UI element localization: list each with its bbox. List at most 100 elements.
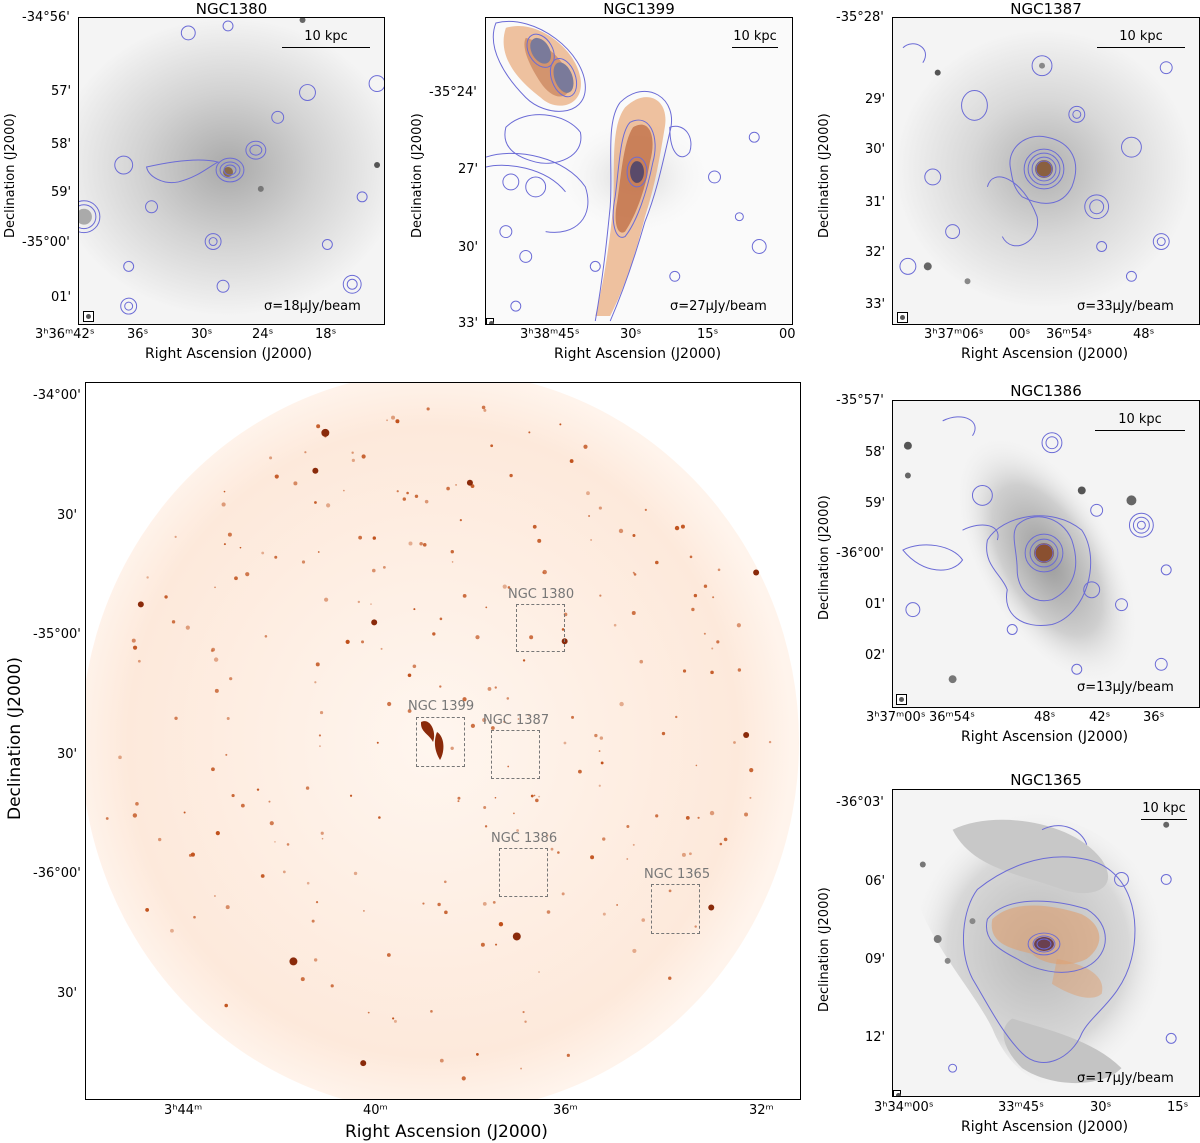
radio-source (641, 918, 646, 922)
radio-source (632, 843, 635, 846)
radio-source (371, 568, 376, 573)
radio-source (482, 717, 487, 723)
radio-source (563, 741, 567, 745)
radio-source (313, 958, 318, 962)
radio-source (594, 733, 598, 738)
radio-source (132, 645, 138, 650)
panel-title-ngc1399: NGC1399 (603, 0, 675, 18)
radio-source (602, 912, 606, 916)
radio-source (213, 657, 219, 662)
radio-source (661, 731, 666, 736)
radio-source (450, 746, 454, 750)
radio-source (685, 815, 690, 820)
radio-source (137, 659, 141, 663)
y-axis-label: Declination (J2000) (410, 113, 425, 238)
panel-title-ngc1365: NGC1365 (1010, 771, 1082, 789)
x-tick: 15ˢ (1167, 1100, 1189, 1115)
radio-source (529, 635, 534, 640)
y-tick: -35°57' (836, 393, 884, 408)
radio-source (316, 424, 321, 429)
radio-source (170, 928, 174, 933)
radio-source (619, 701, 624, 707)
radio-source (578, 769, 582, 774)
x-tick: 36ᵐ54ˢ (1046, 327, 1093, 342)
radio-source (214, 895, 216, 897)
radio-source (717, 568, 721, 572)
radio-source (318, 734, 322, 737)
box-ngc1365 (651, 884, 700, 934)
radio-source (221, 502, 226, 507)
y-tick: 09' (865, 952, 886, 967)
radio-source (407, 673, 412, 678)
radio-source (353, 871, 358, 876)
radio-source (282, 870, 286, 874)
y-tick: -36°00' (836, 546, 884, 561)
x-tick: 36ᵐ54ˢ (929, 710, 976, 725)
radio-source (314, 681, 317, 684)
radio-source (105, 817, 109, 820)
radio-source (326, 503, 331, 508)
radio-source (484, 825, 488, 828)
radio-source (349, 794, 353, 797)
radio-source (495, 943, 498, 946)
radio-source (633, 573, 637, 576)
radio-source (300, 977, 305, 982)
y-axis-label: Declination (J2000) (817, 887, 832, 1012)
radio-source (711, 647, 714, 650)
radio-source (407, 709, 412, 713)
radio-source (528, 431, 531, 434)
radio-source (681, 852, 686, 857)
radio-source (320, 831, 324, 835)
panel-title-ngc1387: NGC1387 (1010, 0, 1082, 18)
radio-source (301, 560, 306, 564)
radio-source (361, 454, 366, 459)
panel-title-ngc1386: NGC1386 (1010, 382, 1082, 400)
radio-source (330, 984, 334, 988)
radio-source (225, 905, 230, 910)
radio-source (693, 593, 698, 598)
radio-source (424, 499, 429, 504)
radio-source (396, 490, 399, 493)
radio-source (343, 489, 345, 492)
y-tick: 58' (865, 445, 886, 460)
radio-source (694, 925, 697, 928)
y-tick: 01' (865, 597, 886, 612)
y-tick: 27' (458, 162, 479, 177)
radio-source (749, 796, 752, 799)
radio-source (668, 889, 672, 893)
radio-source (234, 576, 238, 581)
radio-source (682, 669, 687, 673)
radio-source (367, 1011, 370, 1014)
radio-source (695, 764, 698, 767)
radio-source (538, 971, 540, 973)
radio-source (457, 796, 461, 800)
radio-source (733, 741, 736, 744)
y-axis-label: Declination (J2000) (817, 113, 832, 238)
radio-source (408, 541, 413, 546)
radio-source (380, 647, 383, 650)
noise-level: σ=27μJy/beam (670, 299, 767, 314)
radio-source (522, 1010, 525, 1014)
radio-source (402, 497, 407, 501)
radio-source (483, 806, 487, 810)
radio-source (655, 560, 659, 565)
radio-source (274, 555, 278, 559)
radio-source (513, 812, 515, 815)
radio-source (516, 829, 519, 832)
radio-source (632, 571, 635, 574)
radio-source (490, 444, 494, 448)
radio-source (439, 617, 443, 621)
y-tick: -35°00' (33, 627, 81, 642)
radio-source (550, 847, 554, 851)
radio-source (744, 812, 749, 817)
radio-source (457, 800, 460, 803)
x-tick: 24ˢ (252, 327, 274, 342)
y-tick: 59' (865, 496, 886, 511)
radio-source (370, 603, 372, 605)
y-tick: 30' (57, 747, 78, 762)
box-label-ngc1386: NGC 1386 (491, 831, 558, 846)
y-tick: 02' (865, 648, 886, 663)
radio-source (211, 647, 216, 652)
radio-source (319, 710, 324, 715)
radio-source (675, 715, 678, 719)
